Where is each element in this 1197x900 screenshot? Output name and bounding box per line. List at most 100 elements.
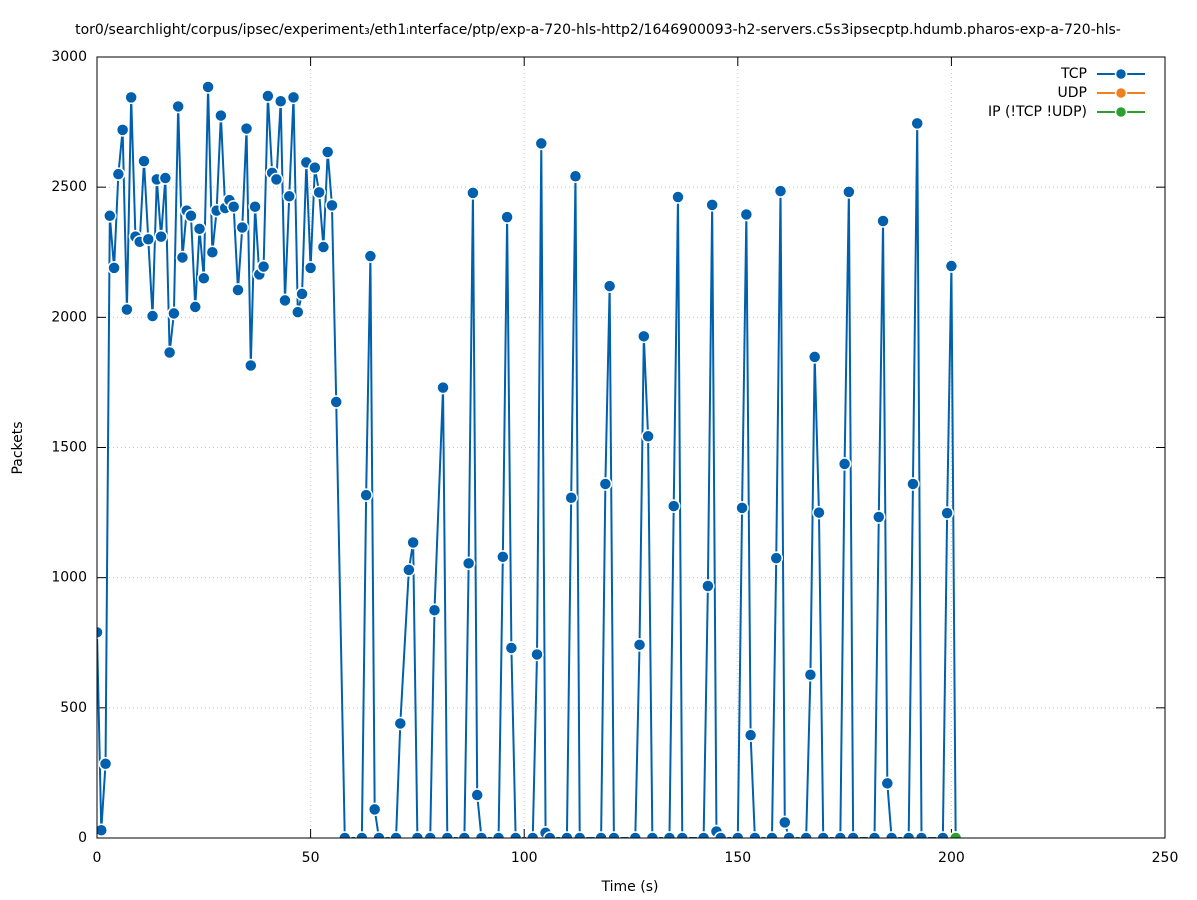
- data-point: [244, 358, 258, 373]
- data-point: [107, 261, 121, 275]
- data-point: [564, 490, 578, 505]
- legend-swatch-point: [1114, 86, 1128, 100]
- data-point: [543, 831, 557, 838]
- data-point: [769, 551, 783, 565]
- data-point: [406, 535, 420, 550]
- data-point: [137, 154, 151, 168]
- x-tick-label: 250: [1152, 850, 1179, 866]
- data-point: [167, 306, 181, 321]
- data-point: [111, 167, 126, 181]
- data-point: [940, 506, 954, 520]
- data-point: [496, 550, 510, 564]
- data-point: [184, 209, 198, 223]
- data-point: [782, 831, 796, 838]
- data-point: [141, 232, 156, 246]
- y-tick-label: 500: [60, 700, 87, 716]
- data-point: [872, 510, 886, 524]
- data-point: [97, 823, 109, 837]
- data-point: [713, 831, 728, 838]
- data-point: [645, 831, 660, 838]
- data-point: [154, 229, 168, 244]
- data-point: [457, 831, 472, 838]
- data-point: [739, 207, 754, 222]
- data-point: [743, 728, 758, 742]
- data-point: [120, 302, 134, 317]
- data-point: [530, 647, 544, 662]
- data-point: [188, 300, 203, 314]
- data-point: [662, 831, 677, 838]
- data-point: [402, 563, 416, 577]
- data-point: [598, 477, 613, 491]
- data-point: [197, 271, 211, 286]
- data-point: [205, 245, 220, 259]
- data-point: [201, 80, 215, 94]
- data-point: [393, 716, 408, 731]
- data-point: [525, 831, 540, 838]
- data-point: [269, 172, 284, 187]
- data-point: [594, 831, 608, 838]
- legend: TCP UDP IP (!TCP !UDP): [988, 66, 1145, 120]
- data-point: [816, 831, 830, 838]
- data-point: [192, 222, 207, 236]
- data-point: [602, 279, 617, 293]
- data-point: [329, 395, 343, 409]
- data-point: [735, 501, 749, 515]
- legend-swatch-point: [1114, 67, 1128, 81]
- legend-label: IP (!TCP !UDP): [988, 104, 1087, 120]
- y-tick-label: 0: [78, 830, 87, 846]
- data-point: [906, 477, 920, 491]
- data-point: [491, 831, 506, 838]
- data-point: [628, 831, 643, 838]
- data-point: [846, 831, 860, 838]
- data-point: [427, 603, 442, 617]
- data-point: [607, 831, 621, 838]
- y-tick-label: 1000: [51, 570, 87, 586]
- data-point: [239, 121, 254, 136]
- data-point: [312, 185, 326, 200]
- data-point: [765, 831, 779, 838]
- data-point: [97, 625, 104, 640]
- data-point: [666, 499, 681, 513]
- x-tick-label: 200: [938, 850, 965, 866]
- data-point: [803, 668, 818, 682]
- data-point: [837, 457, 852, 471]
- data-point: [778, 815, 792, 830]
- data-point: [675, 831, 690, 838]
- data-point: [273, 94, 288, 109]
- data-point: [799, 831, 813, 838]
- data-point: [470, 788, 484, 802]
- y-axis-label: Packets: [10, 421, 26, 474]
- data-point: [286, 90, 301, 105]
- data-point: [948, 831, 963, 838]
- data-point: [278, 293, 292, 308]
- data-point: [880, 776, 895, 791]
- y-tick-label: 3000: [51, 49, 87, 65]
- data-point: [158, 171, 173, 185]
- data-point: [355, 831, 369, 838]
- data-point: [359, 488, 373, 502]
- data-point: [474, 831, 489, 838]
- data-point: [500, 210, 514, 224]
- data-point: [461, 556, 476, 571]
- data-point: [534, 136, 549, 151]
- data-point: [842, 185, 856, 199]
- data-point: [705, 198, 719, 212]
- data-point: [944, 259, 959, 273]
- data-point: [248, 199, 262, 214]
- data-point: [914, 831, 929, 838]
- data-point: [115, 123, 130, 137]
- legend-swatch-point: [1114, 105, 1128, 119]
- data-point: [901, 831, 916, 838]
- x-tick-label: 50: [302, 850, 320, 866]
- legend-label: UDP: [1058, 85, 1087, 101]
- data-point: [572, 831, 587, 838]
- data-point: [282, 189, 296, 204]
- y-tick-label: 1500: [51, 440, 87, 456]
- data-point: [812, 505, 826, 520]
- data-point: [560, 831, 574, 838]
- x-axis-label: Time (s): [601, 879, 659, 895]
- data-point: [466, 186, 480, 200]
- data-point: [773, 184, 788, 198]
- data-point: [231, 283, 245, 297]
